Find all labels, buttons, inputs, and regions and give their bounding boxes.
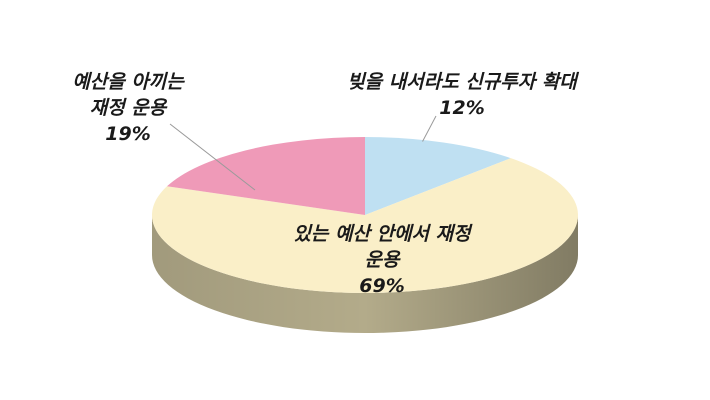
pie-slice-1 xyxy=(152,158,578,293)
slice-label-line-0-0: 빚을 내서라도 신규투자 확대 xyxy=(347,71,579,93)
leader-lines xyxy=(169,115,437,191)
pie-slice-side-shade-1 xyxy=(152,215,578,333)
leader-line-0 xyxy=(422,115,437,142)
pie-slice-2 xyxy=(166,137,365,215)
slice-label-line-2-1: 재정 운용 xyxy=(90,97,168,119)
pie-depth-layer xyxy=(152,215,578,333)
pie-top-layer xyxy=(152,137,578,293)
slice-percent-label-2: 19% xyxy=(105,123,150,145)
slice-label-line-1-1: 운용 xyxy=(365,249,401,271)
slice-label-line-2-0: 예산을 아끼는 xyxy=(72,71,185,93)
slice-label-line-1-0: 있는 예산 안에서 재정 xyxy=(293,223,473,245)
pie-slice-0 xyxy=(365,137,511,215)
leader-line-2 xyxy=(169,123,256,191)
slice-percent-label-1: 69% xyxy=(359,275,404,297)
slice-percent-label-0: 12% xyxy=(439,97,484,119)
